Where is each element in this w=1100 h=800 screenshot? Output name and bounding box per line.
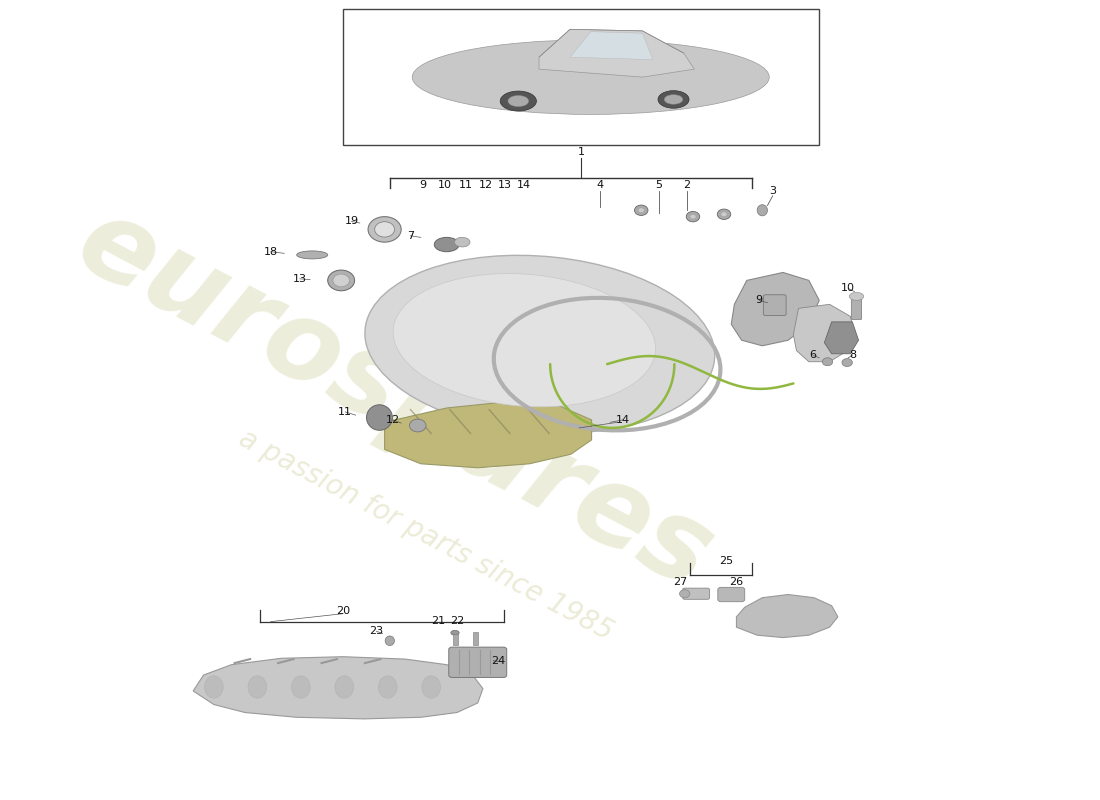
Ellipse shape [664,94,683,104]
Ellipse shape [385,636,395,646]
Text: 13: 13 [497,180,512,190]
Text: eurospares: eurospares [59,188,730,612]
Text: 3: 3 [769,186,777,196]
Text: 18: 18 [264,246,278,257]
Polygon shape [194,657,483,719]
Ellipse shape [292,676,310,698]
Ellipse shape [720,212,727,217]
Ellipse shape [717,209,730,219]
Text: 2: 2 [683,180,691,190]
Text: 12: 12 [478,180,493,190]
Text: 14: 14 [616,415,629,425]
Ellipse shape [686,211,700,222]
Text: 12: 12 [386,415,400,425]
Ellipse shape [658,90,689,108]
Text: a passion for parts since 1985: a passion for parts since 1985 [234,425,618,646]
Text: 26: 26 [729,577,744,586]
Text: 24: 24 [492,657,506,666]
FancyBboxPatch shape [449,647,507,678]
Text: 11: 11 [459,180,472,190]
Ellipse shape [333,274,350,286]
FancyBboxPatch shape [763,294,786,315]
Ellipse shape [690,214,696,219]
Ellipse shape [375,222,395,237]
Text: 4: 4 [596,180,604,190]
FancyBboxPatch shape [718,587,745,602]
FancyBboxPatch shape [453,634,458,645]
Text: 6: 6 [810,350,816,360]
Bar [343,10,820,145]
Text: 5: 5 [656,180,662,190]
Ellipse shape [757,205,768,216]
FancyBboxPatch shape [683,588,710,599]
Ellipse shape [297,251,328,259]
Polygon shape [570,32,652,59]
Text: 10: 10 [842,283,855,294]
Text: 9: 9 [419,180,427,190]
FancyBboxPatch shape [473,632,477,645]
Ellipse shape [409,419,426,432]
Text: 1: 1 [578,147,585,157]
Polygon shape [824,322,858,354]
Text: 13: 13 [293,274,307,284]
Ellipse shape [336,676,353,698]
Ellipse shape [328,270,354,290]
Text: 21: 21 [431,616,446,626]
Ellipse shape [823,358,833,366]
Ellipse shape [849,292,864,300]
Ellipse shape [393,274,656,407]
Ellipse shape [368,217,402,242]
Ellipse shape [248,676,266,698]
Ellipse shape [842,358,852,366]
Ellipse shape [365,255,715,433]
Polygon shape [385,402,592,468]
Text: 23: 23 [370,626,384,636]
Text: 19: 19 [344,217,359,226]
Ellipse shape [508,95,529,106]
Polygon shape [732,273,820,346]
Text: 27: 27 [673,577,688,586]
Polygon shape [539,30,694,77]
FancyBboxPatch shape [851,295,861,319]
Polygon shape [736,594,838,638]
Ellipse shape [680,590,690,598]
Text: 14: 14 [517,180,531,190]
Ellipse shape [635,205,648,215]
Text: 11: 11 [339,407,352,417]
Text: 9: 9 [756,295,762,306]
Ellipse shape [451,630,459,635]
Ellipse shape [500,91,537,111]
Ellipse shape [422,676,440,698]
Text: 20: 20 [337,606,350,616]
Text: 7: 7 [407,230,414,241]
Text: 8: 8 [849,350,856,360]
Text: 25: 25 [719,556,734,566]
Text: 22: 22 [450,616,464,626]
Text: 10: 10 [438,180,452,190]
Ellipse shape [205,676,223,698]
Polygon shape [793,304,856,362]
Ellipse shape [638,208,645,213]
Ellipse shape [454,238,470,247]
Ellipse shape [366,405,393,430]
Ellipse shape [378,676,397,698]
Ellipse shape [412,40,769,114]
Ellipse shape [434,238,459,252]
